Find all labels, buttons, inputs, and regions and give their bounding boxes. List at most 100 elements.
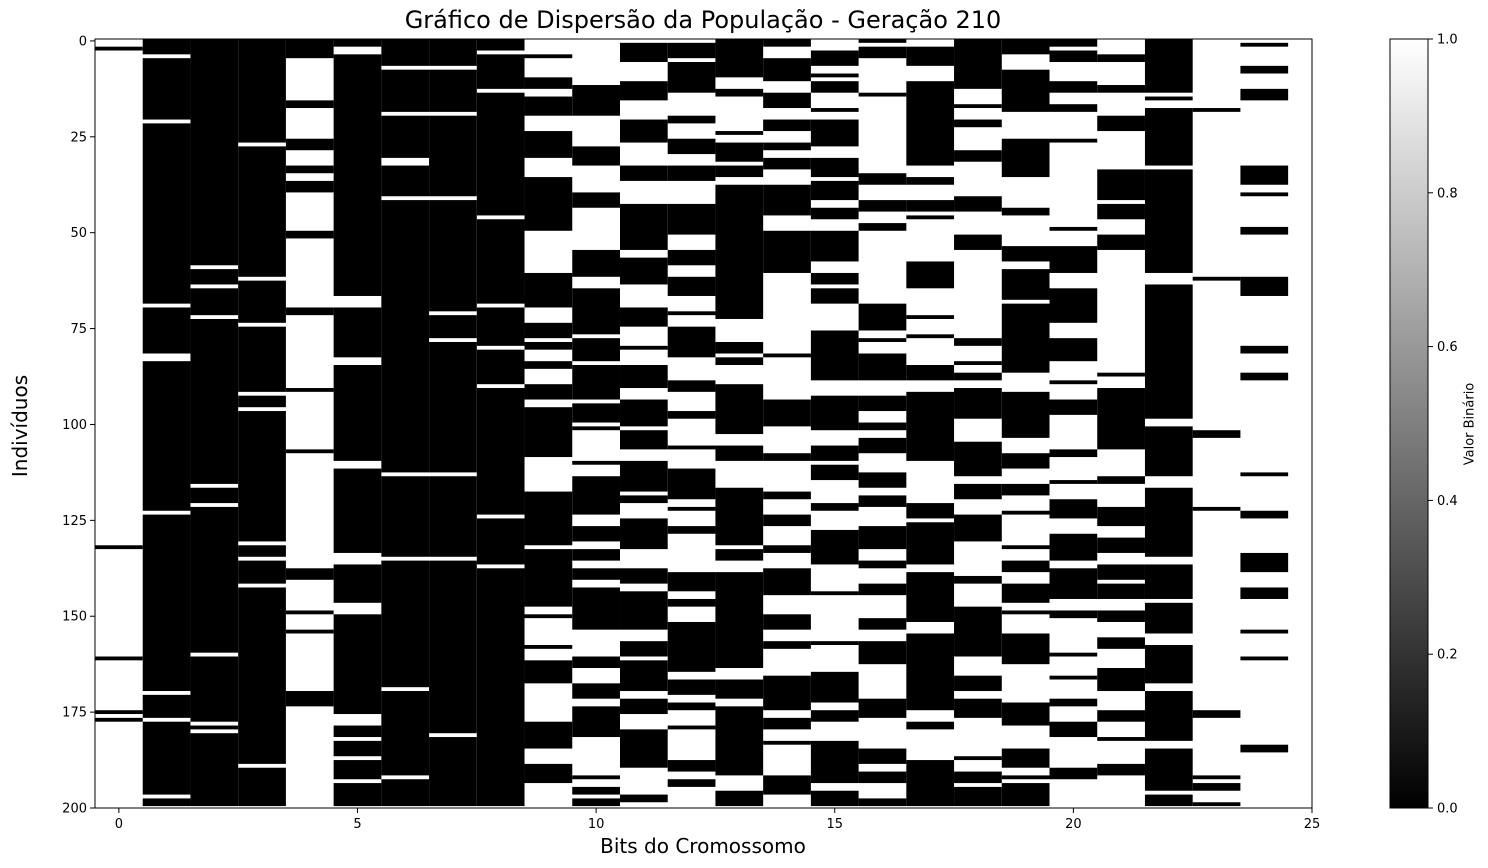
heatmap-cell bbox=[667, 506, 716, 511]
heatmap-cell bbox=[619, 660, 668, 692]
heatmap-cell bbox=[381, 476, 430, 557]
x-tick-label: 20 bbox=[1065, 817, 1082, 832]
heatmap-cell bbox=[810, 108, 859, 112]
heatmap-cell bbox=[429, 476, 477, 557]
heatmap-cell bbox=[1192, 710, 1241, 718]
heatmap-cell bbox=[238, 587, 286, 764]
heatmap-cell bbox=[381, 39, 430, 66]
heatmap-cell bbox=[619, 165, 668, 181]
heatmap-cell bbox=[763, 614, 811, 630]
heatmap-cell bbox=[1001, 583, 1050, 603]
heatmap-cell bbox=[715, 679, 764, 699]
heatmap-cell bbox=[142, 798, 191, 807]
heatmap-cell bbox=[810, 464, 859, 481]
heatmap-cell bbox=[429, 200, 477, 312]
heatmap-cell bbox=[190, 506, 239, 653]
heatmap-cell bbox=[619, 460, 668, 492]
heatmap-cell bbox=[667, 326, 716, 358]
heatmap-cell bbox=[858, 560, 907, 569]
heatmap-cell bbox=[667, 621, 716, 672]
heatmap-cell bbox=[667, 380, 716, 392]
heatmap-cell bbox=[476, 388, 525, 515]
heatmap-cell bbox=[1049, 246, 1098, 273]
plot-frame bbox=[94, 38, 1313, 809]
heatmap-cell bbox=[572, 587, 620, 630]
heatmap-cell bbox=[285, 449, 334, 454]
heatmap-cell bbox=[954, 514, 1002, 542]
heatmap-cell bbox=[190, 269, 239, 285]
heatmap-cell bbox=[190, 487, 239, 504]
heatmap-cell bbox=[1001, 269, 1050, 300]
heatmap-cell bbox=[1097, 583, 1145, 599]
heatmap-cell bbox=[381, 560, 430, 688]
heatmap-cell bbox=[858, 200, 907, 212]
heatmap-cell bbox=[1001, 138, 1050, 178]
heatmap-cell bbox=[906, 200, 955, 212]
heatmap-cell bbox=[429, 341, 477, 473]
heatmap-cell bbox=[1192, 276, 1241, 281]
heatmap-cell bbox=[142, 307, 191, 354]
heatmap-cell bbox=[810, 50, 859, 66]
heatmap-cell bbox=[1001, 39, 1050, 55]
heatmap-cell bbox=[810, 671, 859, 703]
heatmap-cell bbox=[667, 445, 716, 450]
heatmap-cell bbox=[1097, 668, 1145, 692]
heatmap-cell bbox=[238, 395, 286, 408]
heatmap-cell bbox=[763, 119, 811, 132]
heatmap-cell bbox=[1049, 480, 1098, 484]
heatmap-cell bbox=[858, 395, 907, 412]
heatmap-cell bbox=[95, 710, 143, 715]
heatmap-cell bbox=[906, 334, 955, 339]
heatmap-cell bbox=[1097, 234, 1145, 250]
heatmap-cell bbox=[1240, 744, 1289, 753]
heatmap-cell bbox=[906, 522, 955, 565]
heatmap-cell bbox=[1240, 510, 1289, 519]
heatmap-cell bbox=[619, 698, 668, 715]
heatmap-cell bbox=[524, 131, 573, 158]
heatmap-cell bbox=[524, 407, 573, 458]
heatmap-cell bbox=[667, 276, 716, 296]
heatmap-cell bbox=[810, 710, 859, 722]
heatmap-cell bbox=[572, 526, 620, 542]
heatmap-cell bbox=[1049, 338, 1098, 362]
heatmap-cell bbox=[238, 146, 286, 277]
heatmap-cell bbox=[619, 307, 668, 327]
heatmap-cell bbox=[572, 85, 620, 116]
heatmap-cell bbox=[1144, 602, 1193, 634]
heatmap-cell bbox=[906, 215, 955, 220]
heatmap-cell bbox=[715, 384, 764, 435]
heatmap-cell bbox=[858, 583, 907, 596]
x-tick-label: 0 bbox=[115, 817, 123, 832]
heatmap-cell bbox=[333, 740, 382, 757]
heatmap-cell bbox=[1144, 39, 1193, 93]
heatmap-cell bbox=[381, 115, 430, 158]
heatmap-cell bbox=[715, 790, 764, 807]
heatmap-cell bbox=[906, 46, 955, 66]
heatmap-cell bbox=[619, 399, 668, 427]
heatmap-cell bbox=[810, 790, 859, 807]
heatmap-cell bbox=[381, 165, 430, 197]
heatmap-cell bbox=[619, 568, 668, 584]
heatmap-cell bbox=[715, 706, 764, 776]
heatmap-cell bbox=[954, 196, 1002, 212]
heatmap-cell bbox=[285, 100, 334, 109]
heatmap-cell bbox=[572, 146, 620, 166]
heatmap-cell bbox=[763, 717, 811, 730]
heatmap-cell bbox=[1097, 737, 1145, 741]
heatmap-cell bbox=[1144, 487, 1193, 557]
heatmap-cell bbox=[858, 472, 907, 488]
heatmap-cell bbox=[1001, 453, 1050, 469]
heatmap-cell bbox=[285, 307, 334, 316]
heatmap-cell bbox=[1049, 81, 1098, 93]
heatmap-cell bbox=[763, 92, 811, 109]
heatmap-cell bbox=[1144, 564, 1193, 599]
heatmap-cell bbox=[1097, 637, 1145, 649]
heatmap-cell bbox=[524, 614, 573, 619]
heatmap-cell bbox=[1240, 165, 1289, 185]
heatmap-cell bbox=[476, 518, 525, 565]
heatmap-cell bbox=[333, 54, 382, 296]
y-tick-label: 175 bbox=[62, 706, 87, 721]
heatmap-cell bbox=[954, 698, 1002, 718]
heatmap-cell bbox=[810, 591, 859, 596]
heatmap-cell bbox=[333, 725, 382, 738]
